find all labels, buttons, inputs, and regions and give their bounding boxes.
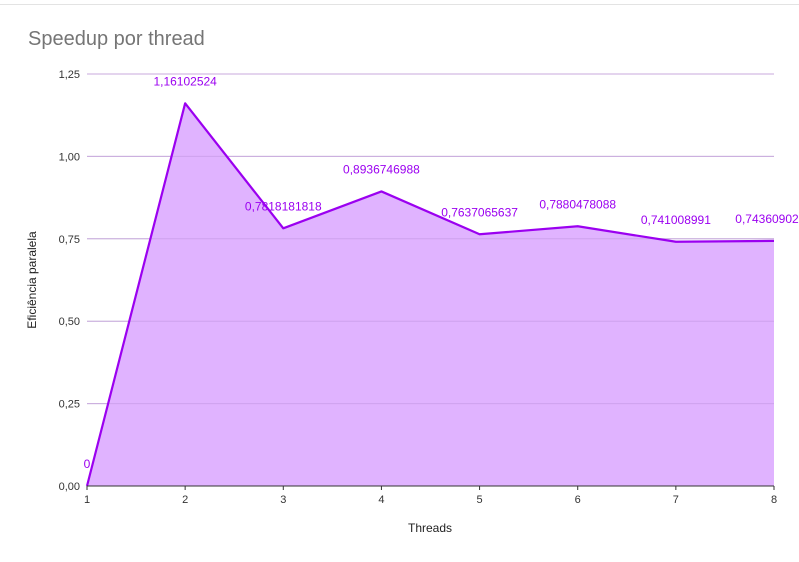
x-tick-label: 6 bbox=[575, 494, 581, 506]
data-label: 0,7637065637 bbox=[441, 205, 518, 219]
x-axis-ticks: 1 2 3 4 5 6 7 8 bbox=[84, 486, 777, 506]
x-tick-label: 5 bbox=[477, 494, 483, 506]
data-label: 0,7880478088 bbox=[539, 197, 616, 211]
x-tick-label: 7 bbox=[673, 494, 679, 506]
y-axis-title: Eficiência paralela bbox=[25, 231, 39, 329]
data-label: 0,741008991 bbox=[641, 213, 711, 227]
data-label: 0 bbox=[84, 457, 91, 471]
x-tick-label: 3 bbox=[280, 494, 286, 506]
x-tick-label: 8 bbox=[771, 494, 777, 506]
data-label: 1,16102524 bbox=[153, 74, 217, 88]
y-tick-label: 1,25 bbox=[59, 69, 80, 81]
y-tick-label: 0,50 bbox=[59, 316, 80, 328]
y-tick-label: 0,00 bbox=[59, 481, 80, 493]
y-axis-ticks: 0,00 0,25 0,50 0,75 1,00 1,25 bbox=[59, 69, 80, 493]
x-tick-label: 4 bbox=[378, 494, 384, 506]
data-label: 0,8936746988 bbox=[343, 162, 420, 176]
data-label: 0,7818181818 bbox=[245, 199, 322, 213]
data-label: 0,74360902 bbox=[735, 212, 799, 226]
x-tick-label: 1 bbox=[84, 494, 90, 506]
y-tick-label: 0,75 bbox=[59, 234, 80, 246]
area-fill bbox=[87, 103, 774, 486]
y-tick-label: 0,25 bbox=[59, 399, 80, 411]
y-tick-label: 1,00 bbox=[59, 151, 80, 163]
x-tick-label: 2 bbox=[182, 494, 188, 506]
area-layer bbox=[87, 74, 774, 486]
x-axis-title: Threads bbox=[408, 521, 452, 535]
